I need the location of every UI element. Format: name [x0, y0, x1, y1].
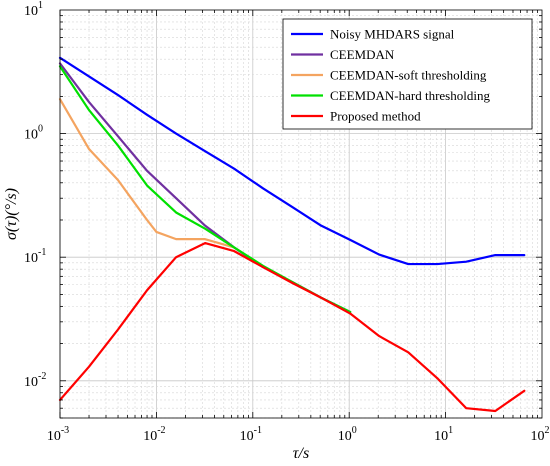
- x-tick-labels: 10-3 10-2 10-1 100 101 102: [47, 425, 550, 444]
- series-line-3: [58, 98, 236, 249]
- y-tick-label: 10-2: [24, 371, 46, 390]
- axis-ticks: [59, 10, 542, 419]
- legend-label-3: CEEMDAN-soft thresholding: [330, 68, 487, 83]
- x-axis-label: τ/s: [293, 445, 309, 462]
- x-tick-label: 10-2: [143, 425, 165, 444]
- legend-box: [282, 18, 533, 130]
- legend-label-4: CEEMDAN-hard thresholding: [330, 88, 490, 103]
- y-tick-label: 101: [24, 0, 43, 19]
- legend: Noisy MHDARS signal CEEMDAN CEEMDAN-soft t…: [282, 18, 533, 130]
- plot-frame: [59, 9, 543, 419]
- x-tick-label: 10-3: [47, 425, 69, 444]
- x-tick-label: 10-1: [240, 425, 262, 444]
- legend-label-1: Noisy MHDARS signal: [330, 27, 455, 42]
- series-line-1: [58, 56, 526, 266]
- y-axis-label: σ(τ)(°/s): [3, 188, 20, 240]
- y-tick-label: 100: [24, 124, 43, 143]
- legend-items: Noisy MHDARS signal CEEMDAN CEEMDAN-soft t…: [291, 27, 490, 124]
- series-line-5: [58, 242, 526, 413]
- y-tick-labels: 10-2 10-1 100 101: [24, 0, 46, 390]
- series-lines: [58, 56, 526, 413]
- legend-label-5: Proposed method: [330, 109, 421, 124]
- y-tick-label: 10-1: [24, 247, 46, 266]
- x-tick-label: 101: [434, 425, 453, 444]
- x-tick-label: 102: [531, 425, 550, 444]
- legend-label-2: CEEMDAN: [330, 47, 395, 62]
- x-tick-label: 100: [338, 425, 357, 444]
